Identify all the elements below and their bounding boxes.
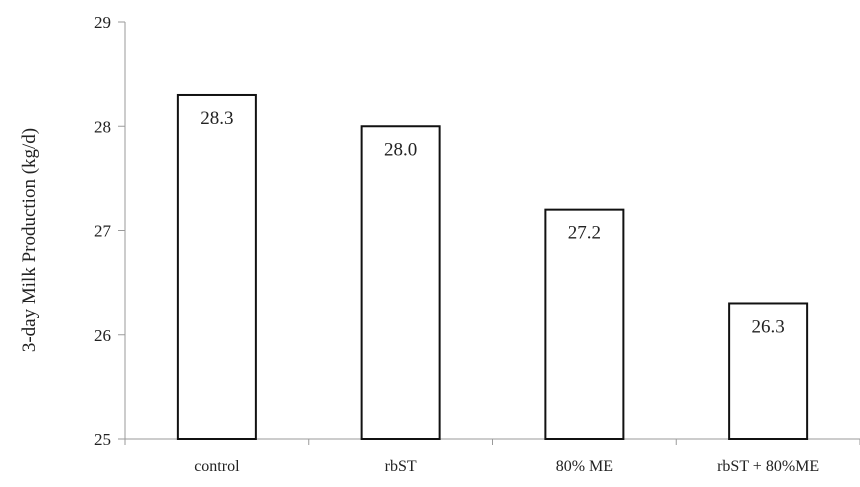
category-label: 80% ME [556, 458, 613, 475]
data-labels: 28.3 28.0 27.2 26.3 [200, 108, 785, 338]
category-labels: control rbST 80% ME rbST + 80%ME [194, 458, 819, 475]
category-label: rbST + 80%ME [717, 458, 819, 475]
y-tick-label: 25 [94, 430, 111, 449]
y-tick-label: 28 [94, 117, 111, 136]
y-axis-title: 3-day Milk Production (kg/d) [19, 128, 40, 352]
bar [544, 208, 625, 440]
y-ticks: 25 26 27 28 29 [94, 13, 125, 449]
y-tick-label: 26 [94, 326, 111, 345]
bar [728, 302, 809, 440]
bar [360, 125, 441, 440]
y-tick-label: 29 [94, 13, 111, 32]
y-axis-title-group: 3-day Milk Production (kg/d) [19, 128, 40, 352]
category-label: control [194, 458, 240, 475]
y-tick-label: 27 [94, 222, 112, 241]
bar-value-label: 27.2 [568, 223, 601, 244]
x-ticks [124, 439, 860, 445]
bars [176, 93, 809, 440]
category-label: rbST [385, 458, 417, 475]
bar-value-label: 28.3 [200, 108, 233, 129]
bar-value-label: 28.0 [384, 139, 417, 160]
bar-value-label: 26.3 [752, 316, 785, 337]
bar [176, 93, 257, 440]
